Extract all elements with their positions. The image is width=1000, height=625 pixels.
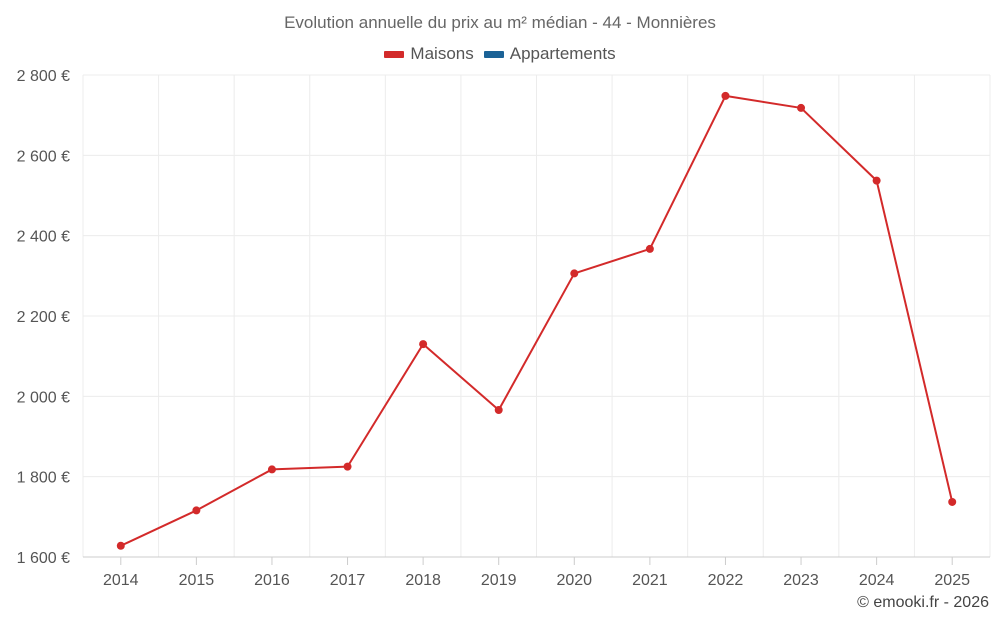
data-point[interactable] bbox=[116, 541, 125, 550]
data-point[interactable] bbox=[645, 244, 654, 253]
credit-text: © emooki.fr - 2026 bbox=[857, 594, 989, 611]
y-tick-label: 2 400 € bbox=[17, 229, 70, 246]
grid bbox=[82, 74, 991, 557]
y-tick-label: 2 200 € bbox=[17, 309, 70, 326]
x-tick-label: 2025 bbox=[934, 572, 970, 589]
data-point[interactable] bbox=[872, 176, 881, 185]
x-tick-label: 2019 bbox=[481, 572, 517, 589]
data-point[interactable] bbox=[343, 462, 352, 471]
data-point[interactable] bbox=[267, 465, 276, 474]
legend-label-appartements: Appartements bbox=[509, 44, 616, 63]
data-point[interactable] bbox=[570, 269, 579, 278]
x-tick-label: 2018 bbox=[405, 572, 441, 589]
data-point[interactable] bbox=[721, 91, 730, 100]
legend-swatch-appartements bbox=[483, 50, 504, 58]
data-point[interactable] bbox=[419, 340, 428, 349]
chart-title: Evolution annuelle du prix au m² médian … bbox=[284, 13, 716, 32]
series-line-maisons bbox=[120, 94, 954, 547]
series bbox=[116, 91, 957, 550]
data-point[interactable] bbox=[494, 405, 503, 414]
x-tick-label: 2020 bbox=[556, 572, 592, 589]
legend-swatch-maisons bbox=[384, 50, 405, 58]
x-tick-label: 2015 bbox=[179, 572, 215, 589]
legend-item-maisons[interactable]: Maisons bbox=[384, 44, 474, 64]
x-tick-label: 2014 bbox=[103, 572, 139, 589]
y-tick-label: 1 800 € bbox=[17, 470, 70, 487]
legend: Maisons Appartements bbox=[0, 44, 1000, 64]
y-tick-label: 2 000 € bbox=[17, 389, 70, 406]
data-point[interactable] bbox=[948, 497, 957, 506]
x-tick-label: 2022 bbox=[708, 572, 744, 589]
y-tick-label: 2 600 € bbox=[17, 148, 70, 165]
x-tick-label: 2024 bbox=[859, 572, 895, 589]
x-tick-label: 2023 bbox=[783, 572, 819, 589]
y-tick-label: 1 600 € bbox=[17, 550, 70, 567]
x-tick-label: 2016 bbox=[254, 572, 290, 589]
legend-label-maisons: Maisons bbox=[410, 44, 474, 63]
legend-item-appartements[interactable]: Appartements bbox=[483, 44, 616, 64]
data-point[interactable] bbox=[797, 103, 806, 112]
x-tick-label: 2017 bbox=[330, 572, 366, 589]
x-tick-label: 2021 bbox=[632, 572, 668, 589]
y-tick-label: 2 800 € bbox=[17, 68, 70, 85]
axes: 1 600 € 1 800 € 2 000 € 2 200 € 2 400 € 2 600… bbox=[17, 68, 990, 589]
data-point[interactable] bbox=[192, 506, 201, 515]
